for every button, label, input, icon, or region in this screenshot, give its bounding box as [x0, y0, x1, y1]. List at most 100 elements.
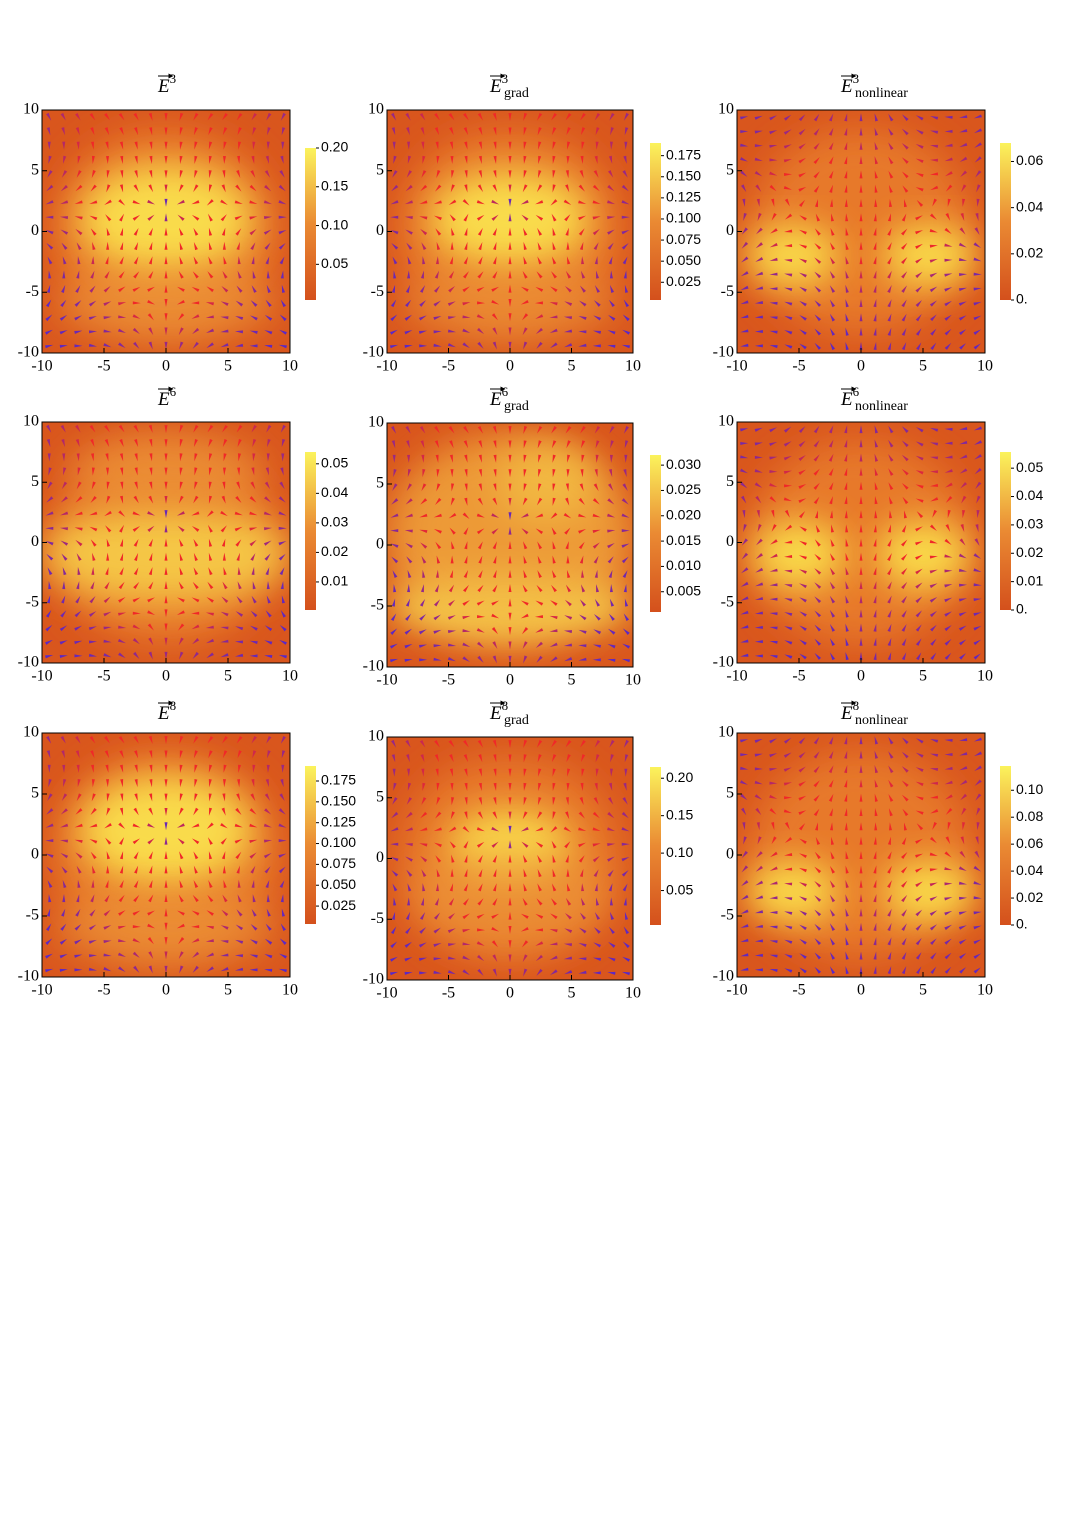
field-arrow	[252, 581, 256, 590]
field-arrow	[944, 569, 953, 573]
field-arrow	[829, 966, 836, 975]
x-tick-label: 10	[282, 668, 298, 685]
field-arrow	[508, 569, 512, 578]
field-arrow	[221, 538, 226, 547]
field-arrow	[492, 655, 497, 664]
field-arrow	[845, 284, 849, 293]
field-arrow	[915, 328, 922, 336]
field-arrow	[887, 213, 891, 222]
field-arrow	[251, 112, 257, 121]
field-arrow	[742, 198, 746, 207]
field-arrow	[463, 271, 469, 279]
field-arrow	[508, 612, 512, 621]
y-tick-label: 10	[368, 728, 384, 745]
field-arrow	[133, 424, 139, 433]
field-arrow	[769, 808, 777, 815]
field-arrow	[237, 270, 242, 279]
field-arrow	[390, 215, 399, 219]
field-arrow	[523, 454, 527, 463]
field-arrow	[888, 439, 894, 448]
field-arrow	[91, 453, 94, 462]
field-arrow	[134, 552, 139, 561]
field-arrow	[75, 112, 81, 121]
field-arrow	[106, 865, 110, 874]
field-arrow	[844, 439, 848, 448]
colorbar-tick-label: 0.05	[1016, 459, 1043, 475]
field-arrow	[904, 822, 907, 831]
field-arrow	[463, 898, 469, 906]
field-arrow	[740, 455, 749, 459]
field-arrow	[873, 937, 877, 946]
field-arrow	[265, 155, 270, 164]
field-arrow	[88, 343, 98, 347]
field-arrow	[74, 511, 83, 516]
field-arrow	[901, 866, 908, 874]
field-arrow	[887, 538, 892, 547]
field-arrow	[784, 524, 793, 531]
field-arrow	[264, 968, 273, 972]
field-arrow	[828, 453, 834, 462]
field-arrow	[491, 313, 499, 321]
field-arrow	[251, 424, 257, 433]
field-arrow	[813, 765, 820, 773]
field-arrow	[592, 644, 602, 648]
field-arrow	[103, 611, 112, 617]
field-arrow	[192, 894, 199, 903]
colorbar	[305, 452, 316, 610]
field-arrow	[264, 184, 272, 192]
field-arrow	[522, 227, 528, 236]
field-arrow	[974, 850, 980, 859]
field-arrow	[106, 807, 111, 816]
field-arrow	[462, 656, 470, 663]
field-arrow	[535, 528, 544, 535]
field-arrow	[621, 658, 631, 663]
field-arrow	[263, 852, 272, 859]
field-arrow	[566, 868, 570, 877]
field-arrow	[389, 329, 398, 335]
field-arrow	[117, 638, 126, 644]
field-arrow	[508, 925, 512, 934]
field-arrow	[829, 638, 836, 646]
field-arrow	[477, 327, 485, 335]
field-arrow	[929, 569, 938, 574]
field-arrow	[419, 827, 428, 831]
field-arrow	[769, 144, 778, 148]
field-arrow	[523, 127, 527, 136]
field-arrow	[844, 127, 848, 136]
field-arrow	[844, 779, 848, 788]
title-base: E	[157, 703, 170, 724]
y-tick-label: 10	[718, 101, 734, 118]
field-arrow	[593, 300, 601, 307]
field-arrow	[755, 582, 764, 587]
field-arrow	[476, 628, 485, 633]
field-arrow	[929, 882, 938, 887]
field-arrow	[552, 541, 556, 550]
field-arrow	[493, 754, 497, 763]
field-arrow	[508, 227, 512, 236]
field-arrow	[91, 141, 94, 150]
field-arrow	[208, 807, 213, 816]
field-arrow	[534, 615, 543, 619]
field-arrow	[596, 897, 600, 906]
field-arrow	[859, 807, 863, 816]
field-arrow	[392, 768, 396, 777]
field-arrow	[176, 823, 185, 828]
field-arrow	[74, 625, 82, 631]
field-arrow	[523, 483, 527, 492]
field-arrow	[149, 453, 153, 462]
field-arrow	[958, 939, 967, 945]
field-arrow	[278, 496, 286, 503]
field-arrow	[117, 328, 126, 334]
field-arrow	[621, 215, 630, 219]
field-arrow	[901, 595, 908, 604]
field-arrow	[237, 127, 242, 136]
x-tick-label: 0	[506, 985, 514, 1002]
field-arrow	[609, 584, 613, 593]
field-arrow	[464, 497, 468, 506]
field-arrow	[435, 811, 442, 819]
field-arrow	[901, 271, 908, 279]
field-arrow	[814, 652, 822, 660]
field-arrow	[929, 213, 937, 220]
field-arrow	[76, 553, 82, 561]
field-arrow	[164, 284, 168, 293]
